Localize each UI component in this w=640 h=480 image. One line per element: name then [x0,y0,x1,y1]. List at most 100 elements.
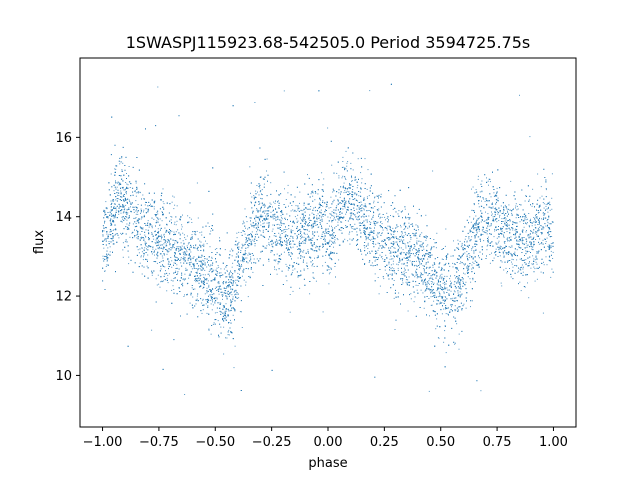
data-point [409,248,411,250]
data-point [122,242,124,244]
data-point [511,245,513,247]
data-point [115,209,117,211]
data-point [539,238,541,240]
data-point [420,289,422,291]
data-point [327,127,329,129]
data-point [468,238,470,240]
data-point [199,264,201,266]
data-point [266,158,268,160]
data-point [201,255,203,257]
data-point [347,209,349,211]
data-point [494,230,496,232]
data-point [146,248,147,250]
data-point [291,232,293,234]
data-point [453,240,454,242]
data-point [543,261,544,263]
data-point [281,212,283,214]
data-point [385,219,386,221]
data-point [141,237,143,239]
data-point [467,268,469,270]
data-point [495,219,496,221]
data-point [438,337,440,339]
data-point [136,230,138,232]
data-point [187,215,189,217]
data-point [351,212,352,214]
data-point [339,196,341,198]
data-point [304,219,306,221]
data-point [429,290,431,292]
data-point [456,281,458,283]
data-point [376,195,378,197]
data-point [347,161,349,163]
data-point [374,196,376,198]
data-point [530,218,531,220]
data-point [151,232,153,234]
data-point [338,202,340,204]
data-point [413,301,415,303]
data-point [225,309,227,311]
data-point [324,237,326,239]
data-point [247,296,249,298]
data-point [136,211,138,213]
data-point [390,255,392,257]
data-point [281,218,283,220]
data-point [142,216,144,218]
data-point [442,267,443,269]
data-point [458,269,459,271]
data-point [224,292,226,294]
data-point [446,287,448,289]
data-point [163,280,164,282]
data-point [171,266,173,268]
data-point [201,234,203,236]
data-point [110,225,112,226]
data-point [236,265,238,266]
data-point [106,254,108,256]
data-point [512,259,514,261]
data-point [186,235,188,237]
data-point [243,268,245,270]
data-point [305,207,306,209]
data-point [364,225,366,227]
data-point [297,249,299,250]
data-point [235,282,237,284]
data-point [357,158,359,160]
data-point [444,245,446,247]
data-point [516,240,518,242]
data-point [173,247,175,249]
data-point [536,252,538,254]
data-point [444,299,446,301]
data-points [102,83,554,395]
data-point [159,286,161,288]
data-point [443,291,445,293]
data-point [525,231,527,233]
data-point [211,291,213,293]
data-point [288,228,290,230]
data-point [401,234,403,236]
data-point [148,209,150,211]
data-point [412,232,414,234]
data-point [525,250,527,252]
data-point [259,191,261,193]
data-point [217,265,219,266]
data-point [511,212,513,214]
data-point [459,263,461,264]
data-point [389,258,391,260]
data-point [162,201,164,203]
data-point [279,258,281,259]
data-point [365,239,367,241]
data-point [268,260,270,262]
data-point [525,219,527,221]
data-point [538,229,540,231]
data-point [437,296,439,298]
data-point [475,264,477,266]
data-point [234,345,236,347]
data-point [349,187,351,188]
data-point [243,244,245,246]
data-point [392,263,394,265]
data-point [126,173,127,174]
data-point [284,188,285,190]
data-point [297,257,299,259]
data-point [138,218,140,220]
data-point [240,311,242,313]
data-point [543,203,545,205]
